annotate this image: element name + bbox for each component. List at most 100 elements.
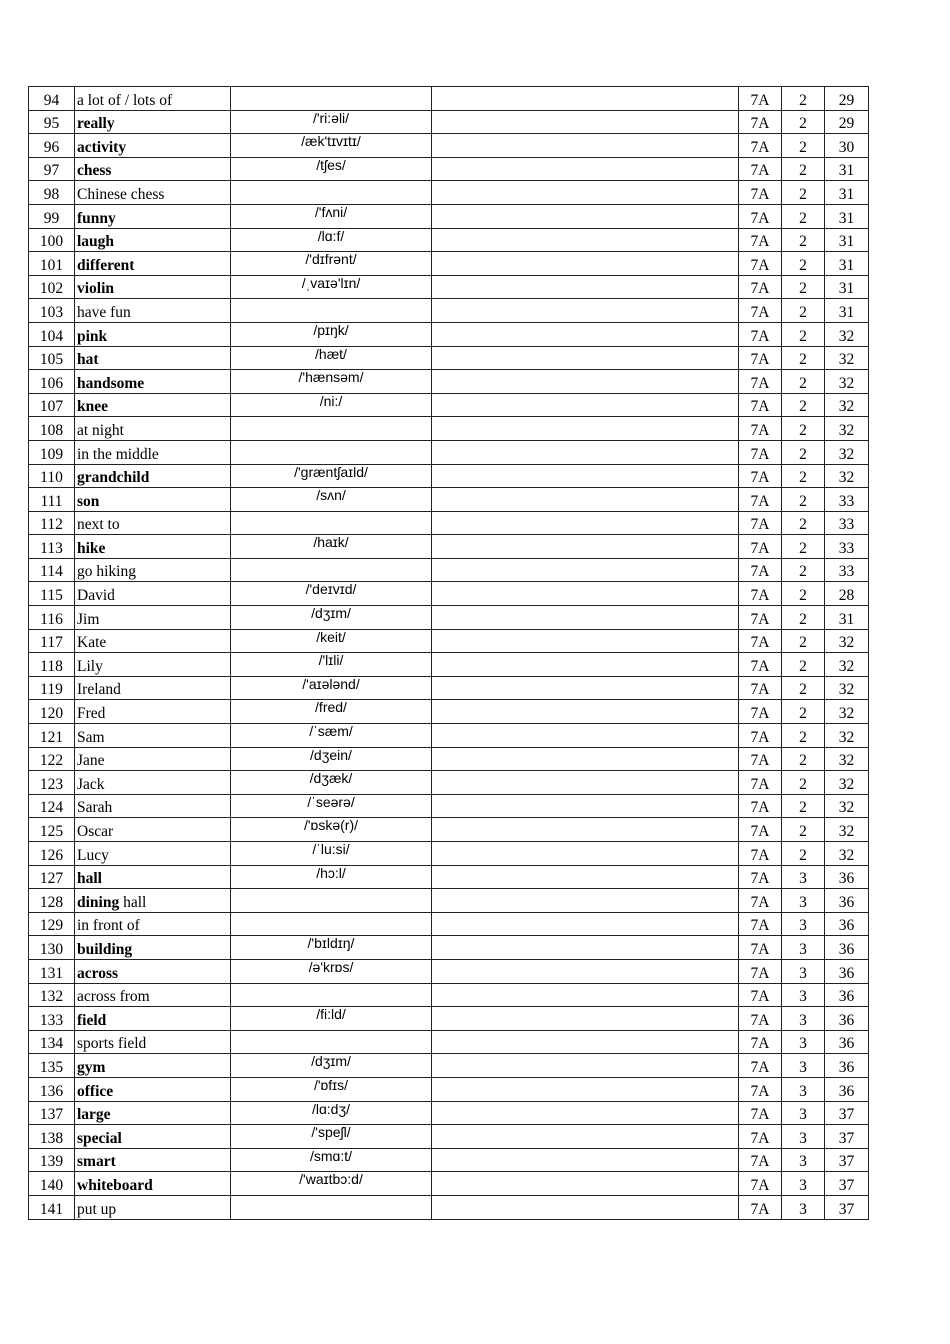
grade-cell: 7A <box>738 1029 782 1055</box>
entry-number: 127 <box>28 864 75 890</box>
unit-cell: 2 <box>781 133 825 158</box>
table-row: 94 a lot of / lots of 7A 2 29 <box>28 86 869 111</box>
grade-cell: 7A <box>738 911 782 937</box>
unit-cell: 2 <box>781 581 825 607</box>
table-row: 127 hall/hɔ:l/7A 3 36 <box>28 864 869 890</box>
unit-cell: 2 <box>781 628 825 654</box>
blank-cell <box>431 817 739 842</box>
phonetic-cell <box>230 888 432 913</box>
entry-number: 101 <box>28 251 75 276</box>
unit-cell: 2 <box>781 274 825 300</box>
entry-number: 118 <box>28 652 75 677</box>
word-bold: handsome <box>77 374 145 392</box>
grade-cell: 7A <box>738 487 782 512</box>
grade-cell: 7A <box>738 746 782 772</box>
phonetic-cell: /hæt/ <box>230 345 432 371</box>
entry-number: 124 <box>28 793 75 819</box>
table-row: 126 Lucy/ˈlu:si/7A 2 32 <box>28 841 869 866</box>
blank-cell <box>431 793 739 819</box>
word-bold: really <box>77 115 115 133</box>
blank-cell <box>431 321 739 347</box>
blank-cell <box>431 203 739 229</box>
entry-number: 135 <box>28 1053 75 1078</box>
word-bold: office <box>77 1082 114 1100</box>
entry-number: 108 <box>28 416 75 441</box>
table-row: 136 office /'ɒfɪs/7A 3 36 <box>28 1076 869 1102</box>
phonetic-cell: /sʌn/ <box>230 487 432 512</box>
blank-cell <box>431 534 739 559</box>
word-cell: activity <box>74 133 231 158</box>
phonetic-cell <box>230 510 432 536</box>
grade-cell: 7A <box>738 416 782 441</box>
unit-cell: 2 <box>781 746 825 772</box>
grade-cell: 7A <box>738 439 782 465</box>
entry-number: 107 <box>28 392 75 418</box>
grade-cell: 7A <box>738 180 782 205</box>
entry-number: 116 <box>28 605 75 630</box>
table-row: 131 across/ə'krɒs/7A 3 36 <box>28 958 869 984</box>
word-bold: large <box>77 1106 111 1124</box>
word-cell: laugh <box>74 227 231 253</box>
blank-cell <box>431 392 739 418</box>
entry-number: 129 <box>28 911 75 937</box>
table-row: 119 Ireland /'aɪələnd/7A 2 32 <box>28 675 869 701</box>
phonetic-cell: /dʒɪm/ <box>230 1053 432 1078</box>
word-cell: Oscar <box>74 817 231 842</box>
table-row: 134 sports field 7A 3 36 <box>28 1029 869 1055</box>
unit-cell: 2 <box>781 345 825 371</box>
blank-cell <box>431 1124 739 1149</box>
blank-cell <box>431 1076 739 1102</box>
grade-cell: 7A <box>738 605 782 630</box>
entry-number: 113 <box>28 534 75 559</box>
word-bold: smart <box>77 1153 116 1171</box>
page-cell: 31 <box>824 227 869 253</box>
blank-cell <box>431 1100 739 1126</box>
word-bold: son <box>77 492 100 510</box>
word-bold: activity <box>77 138 127 156</box>
word-cell: grandchild <box>74 463 231 489</box>
unit-cell: 2 <box>781 109 825 135</box>
phonetic-cell: /haɪk/ <box>230 534 432 559</box>
blank-cell <box>431 86 739 111</box>
entry-number: 132 <box>28 982 75 1008</box>
table-row: 113 hike/haɪk/7A 2 33 <box>28 534 869 559</box>
page-cell: 36 <box>824 982 869 1008</box>
page-cell: 32 <box>824 699 869 725</box>
table-row: 109 in the middle 7A 2 32 <box>28 439 869 465</box>
blank-cell <box>431 841 739 866</box>
blank-cell <box>431 510 739 536</box>
unit-cell: 2 <box>781 203 825 229</box>
grade-cell: 7A <box>738 1053 782 1078</box>
unit-cell: 2 <box>781 439 825 465</box>
phonetic-cell: /'ɒfɪs/ <box>230 1076 432 1102</box>
blank-cell <box>431 156 739 182</box>
phonetic-cell <box>230 982 432 1008</box>
grade-cell: 7A <box>738 321 782 347</box>
unit-cell: 3 <box>781 888 825 913</box>
unit-cell: 3 <box>781 1053 825 1078</box>
blank-cell <box>431 888 739 913</box>
page-cell: 37 <box>824 1171 869 1196</box>
table-row: 135 gym/dʒɪm/7A 3 36 <box>28 1053 869 1078</box>
unit-cell: 2 <box>781 817 825 842</box>
unit-cell: 2 <box>781 227 825 253</box>
page-cell: 32 <box>824 652 869 677</box>
page-cell: 32 <box>824 392 869 418</box>
table-row: 95 really /'ri:əli/7A 2 29 <box>28 109 869 135</box>
table-row: 103 have fun 7A 2 31 <box>28 298 869 323</box>
page-cell: 32 <box>824 793 869 819</box>
grade-cell: 7A <box>738 793 782 819</box>
word-cell: have fun <box>74 298 231 323</box>
page-cell: 36 <box>824 864 869 890</box>
entry-number: 111 <box>28 487 75 512</box>
phonetic-cell: /'dɪfrənt/ <box>230 251 432 276</box>
word-plain: Jack <box>77 775 105 793</box>
blank-cell <box>431 675 739 701</box>
page-cell: 29 <box>824 109 869 135</box>
phonetic-cell <box>230 86 432 111</box>
word-plain: Fred <box>77 705 106 723</box>
word-bold: special <box>77 1129 122 1147</box>
grade-cell: 7A <box>738 935 782 960</box>
page-cell: 30 <box>824 133 869 158</box>
word-cell: Ireland <box>74 675 231 701</box>
